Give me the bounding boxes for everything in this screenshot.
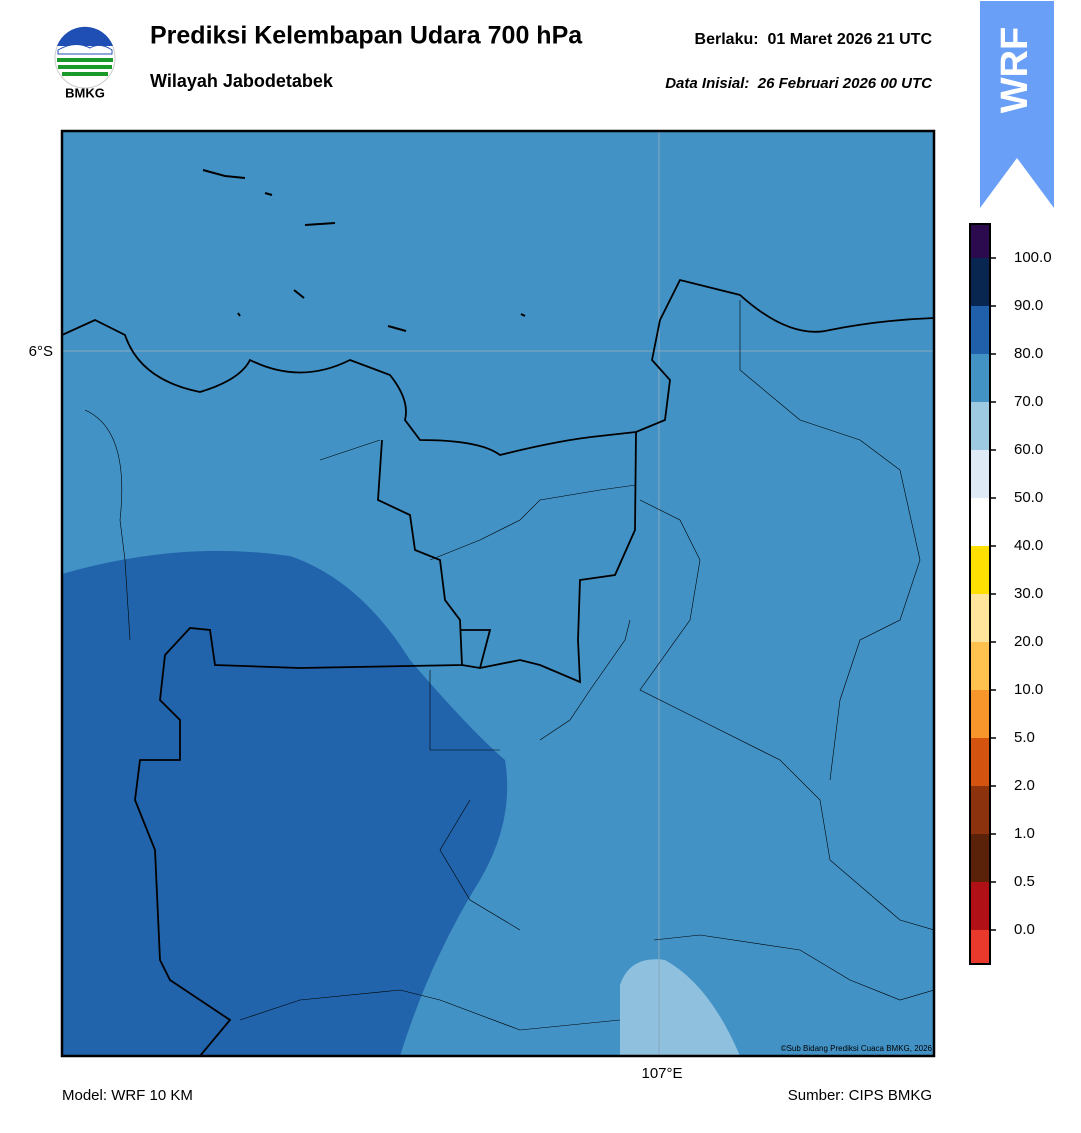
colorbar-label: 80.0 [1014,345,1043,362]
credit: ©Sub Bidang Prediksi Cuaca BMKG, 2026 [781,1044,933,1053]
colorbar-swatch [970,738,990,786]
title: Prediksi Kelembapan Udara 700 hPa [150,22,583,50]
logo: BMKG [54,26,116,100]
colorbar-label: 10.0 [1014,681,1043,698]
colorbar-swatch [970,930,990,964]
colorbar-label: 40.0 [1014,537,1043,554]
colorbar-label: 1.0 [1014,825,1035,842]
colorbar-label: 60.0 [1014,441,1043,458]
colorbar-swatch [970,594,990,642]
lon-label: 107°E [641,1065,682,1082]
badge [980,1,1054,208]
colorbar-swatch [970,498,990,546]
humidity-field [620,959,740,1056]
colorbar-swatch [970,450,990,498]
map: 6°S 107°E ©Sub Bidang Prediksi Cuaca BMK… [29,129,936,1082]
humidity-field [62,550,508,1056]
coastline [62,278,934,456]
boundary [84,300,934,1031]
lat-label: 6°S [29,343,53,360]
colorbar-swatch [970,546,990,594]
colorbar-frame [969,223,991,965]
logo-text: BMKG [65,85,105,100]
colorbar-swatch [970,642,990,690]
colorbar-label: 5.0 [1014,729,1035,746]
subtitle: Wilayah Jabodetabek [150,71,334,91]
colorbar-label: 50.0 [1014,489,1043,506]
colorbar-label: 90.0 [1014,297,1043,314]
colorbar-swatch [970,690,990,738]
map-frame [60,129,936,1058]
colorbar-label: 0.5 [1014,873,1035,890]
valid-time: Berlaku: 01 Maret 2026 21 UTC [695,31,933,48]
colorbar-label: 2.0 [1014,777,1035,794]
colorbar-label: 30.0 [1014,585,1043,602]
colorbar-label: 70.0 [1014,393,1043,410]
model: Model: WRF 10 KM [62,1087,193,1104]
boundary [134,439,463,1056]
colorbar-swatch [970,306,990,354]
init-time: Data Inisial: 26 Februari 2026 00 UTC [665,75,933,92]
colorbar-swatch [970,834,990,882]
colorbar-label: 20.0 [1014,633,1043,650]
colorbar-swatch [970,402,990,450]
colorbar: 100.0 90.0 80.0 70.0 60.0 50.0 40.0 30.0 20.0 10.… [969,223,1052,965]
colorbar-swatch [970,882,990,930]
source: Sumber: CIPS BMKG [788,1087,932,1104]
colorbar-swatch [970,354,990,402]
boundary [460,431,637,684]
colorbar-swatch [970,786,990,834]
colorbar-label: 100.0 [1014,249,1052,266]
colorbar-label: 0.0 [1014,921,1035,938]
island [202,169,526,332]
colorbar-swatch [970,224,990,258]
badge-text: WRF [994,27,1036,114]
colorbar-swatch [970,258,990,306]
